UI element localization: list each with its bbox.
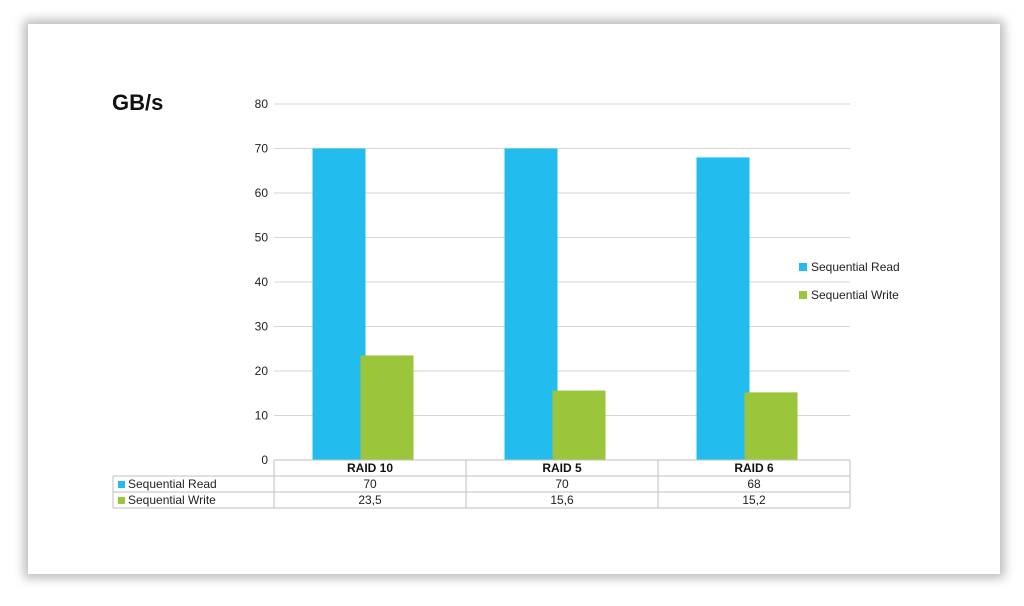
legend-label: Sequential Write xyxy=(811,288,899,302)
bar-sequential-write xyxy=(552,390,606,460)
y-tick-label: 80 xyxy=(255,97,269,111)
x-category-label: RAID 6 xyxy=(734,461,774,475)
table-value: 15,6 xyxy=(550,493,574,507)
legend-label: Sequential Read xyxy=(811,260,900,274)
y-tick-label: 10 xyxy=(255,409,269,423)
x-category-label: RAID 10 xyxy=(347,461,393,475)
table-value: 70 xyxy=(363,477,377,491)
table-legend-swatch xyxy=(118,481,125,488)
x-category-label: RAID 5 xyxy=(542,461,582,475)
y-tick-label: 0 xyxy=(261,453,268,467)
bar-sequential-write xyxy=(360,355,414,460)
legend: Sequential Read Sequential Write xyxy=(799,260,900,302)
bars xyxy=(312,148,798,460)
bar-sequential-read xyxy=(312,148,366,460)
bar-sequential-read xyxy=(696,157,750,460)
table-row-label: Sequential Write xyxy=(128,493,216,507)
y-tick-label: 40 xyxy=(255,275,269,289)
table-value: 15,2 xyxy=(742,493,766,507)
table-row-label: Sequential Read xyxy=(128,477,217,491)
y-tick-label: 30 xyxy=(255,320,269,334)
legend-swatch xyxy=(799,263,807,271)
bar-sequential-write xyxy=(744,392,798,460)
y-tick-label: 70 xyxy=(255,142,269,156)
table-legend-swatch xyxy=(118,497,125,504)
legend-swatch xyxy=(799,291,807,299)
table-value: 23,5 xyxy=(358,493,382,507)
data-table: RAID 10 RAID 5 RAID 6 Sequential Read 70 70 68… xyxy=(112,459,851,509)
gridlines xyxy=(274,103,850,461)
table-value: 68 xyxy=(747,477,761,491)
y-axis-label: GB/s xyxy=(112,90,164,115)
bar-sequential-read xyxy=(504,148,558,460)
table-value: 70 xyxy=(555,477,569,491)
y-tick-label: 20 xyxy=(255,364,269,378)
y-tick-label: 50 xyxy=(255,231,269,245)
y-ticks: 0 10 20 30 40 50 60 70 80 xyxy=(255,97,269,467)
y-tick-label: 60 xyxy=(255,186,269,200)
